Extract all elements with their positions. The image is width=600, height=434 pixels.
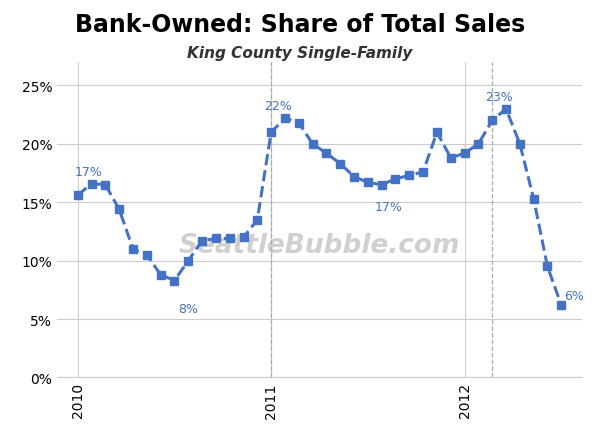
Text: 8%: 8% <box>179 302 199 315</box>
Text: 23%: 23% <box>485 91 513 104</box>
Text: 6%: 6% <box>564 289 584 302</box>
Text: King County Single-Family: King County Single-Family <box>187 46 413 60</box>
Text: 17%: 17% <box>75 165 103 178</box>
Text: SeattleBubble.com: SeattleBubble.com <box>179 233 460 258</box>
Text: 17%: 17% <box>375 201 403 214</box>
Text: 22%: 22% <box>264 100 292 113</box>
Text: Bank-Owned: Share of Total Sales: Bank-Owned: Share of Total Sales <box>75 13 525 37</box>
